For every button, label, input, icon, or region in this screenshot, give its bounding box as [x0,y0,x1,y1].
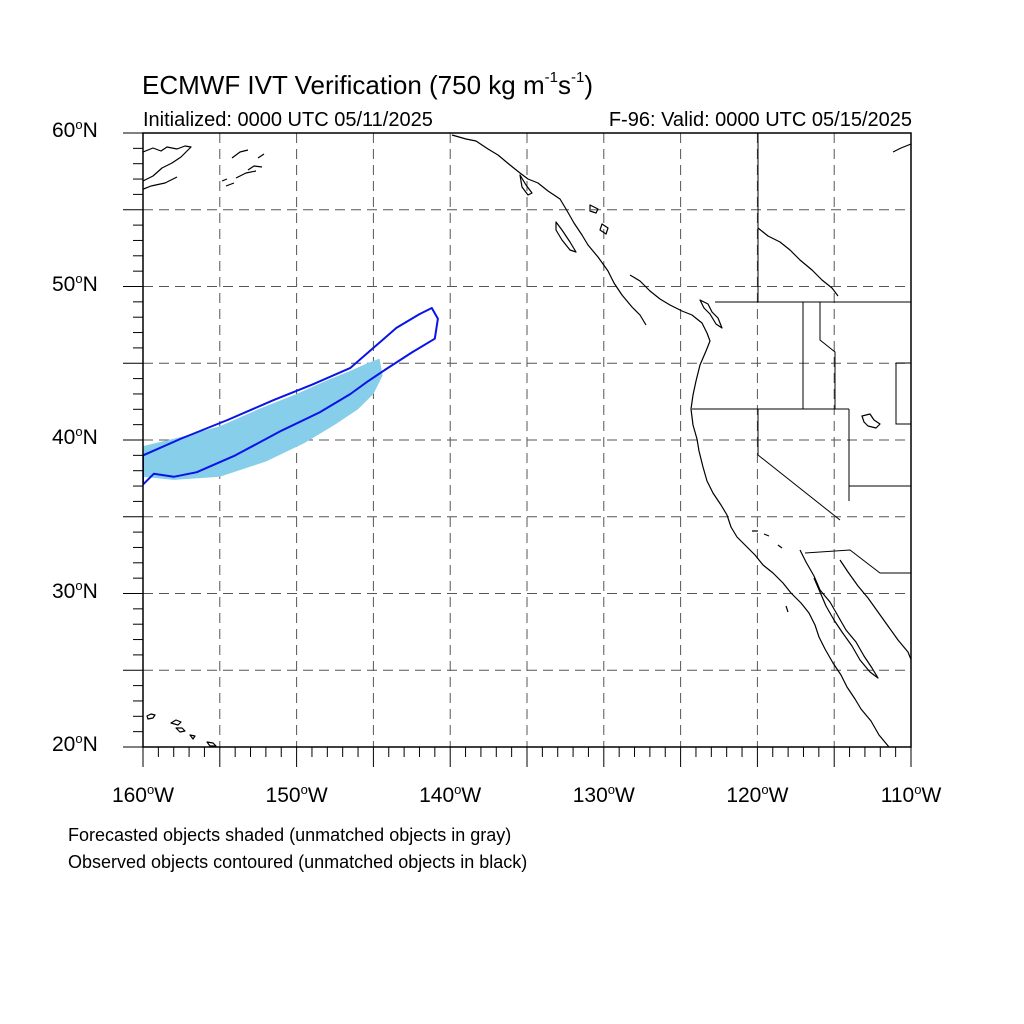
observed-object-contour [143,307,439,486]
lon-label: 120oW [726,782,789,807]
initialized-time: Initialized: 0000 UTC 05/11/2025 [143,109,433,131]
hudson-coast [892,143,911,153]
lon-label: 150oW [265,782,328,807]
lat-label: 20oN [52,731,98,756]
great-salt-lake [861,413,881,429]
forecast-object [143,358,383,480]
chart-title: ECMWF IVT Verification (750 kg m-1s-1) [142,69,593,100]
washington-coast [699,299,723,329]
lat-label: 30oN [52,577,98,603]
alaska-bc-coast [451,134,647,326]
hawaii-islands [146,713,217,747]
lon-label: 160oW [111,782,175,807]
coastlines [143,134,911,747]
axis-ticks [123,132,912,767]
lon-label: 130oW [572,782,635,807]
lat-label: 50oN [52,270,98,296]
lon-label: 140oW [419,782,482,807]
lon-label: 110oW [880,782,942,807]
baja-coast [799,549,879,679]
sonora-coast [839,559,911,662]
lat-label: 40oN [52,424,98,449]
us-west-coast [629,274,890,747]
bc-islands [519,174,609,253]
forecast-note: Forecasted objects shaded (unmatched obj… [68,825,512,845]
aleutian-islands [221,149,265,187]
political-borders [692,133,911,574]
canada-interior [757,227,839,297]
bering-coast [143,145,192,190]
lat-label: 60oN [52,117,98,142]
observed-note: Observed objects contoured (unmatched ob… [68,852,528,872]
channel-islands [752,530,789,613]
verification-objects [143,307,439,486]
valid-time: F-96: Valid: 0000 UTC 05/15/2025 [608,109,912,131]
